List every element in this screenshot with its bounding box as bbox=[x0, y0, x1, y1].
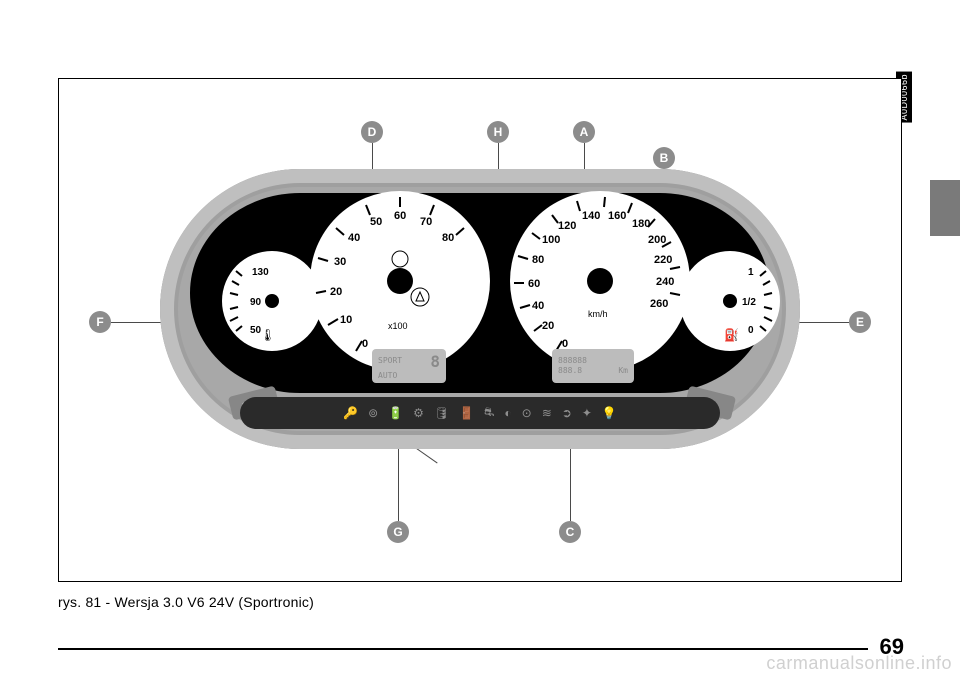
highbeam-icon: ➲ bbox=[562, 406, 572, 420]
odometer-display: 888888 888.8 Km bbox=[552, 349, 634, 383]
footer-rule bbox=[58, 648, 868, 650]
engine-icon: ⚙ bbox=[413, 406, 424, 420]
alfa-logo-icon bbox=[392, 251, 408, 267]
coolant-temp-gauge: 130 90 50 🌡 bbox=[222, 251, 322, 351]
spd-180: 180 bbox=[632, 218, 650, 230]
code-icon: 🔑 bbox=[343, 406, 358, 420]
fuel-gauge: 1 1/2 0 ⛽ bbox=[680, 251, 780, 351]
door-icon: 🚪 bbox=[459, 406, 474, 420]
spd-140: 140 bbox=[582, 210, 600, 222]
section-tab bbox=[930, 180, 960, 236]
odo-trip: 888.8 bbox=[558, 366, 582, 376]
callout-D: D bbox=[361, 121, 383, 143]
tach-60: 60 bbox=[394, 210, 406, 222]
temp-hub bbox=[265, 294, 279, 308]
callout-H: H bbox=[487, 121, 509, 143]
speedometer: 0 20 40 60 80 100 120 140 160 180 200 22… bbox=[510, 191, 690, 371]
fuel-hub bbox=[723, 294, 737, 308]
tach-20: 20 bbox=[330, 286, 342, 298]
figure-caption: rys. 81 - Wersja 3.0 V6 24V (Sportronic) bbox=[58, 594, 314, 610]
gear-display: SPORT 8 AUTO bbox=[372, 349, 446, 383]
odo-unit: Km bbox=[618, 366, 628, 376]
temp-tick-130: 130 bbox=[252, 267, 269, 278]
spd-120: 120 bbox=[558, 220, 576, 232]
callout-C: C bbox=[559, 521, 581, 543]
tach-40: 40 bbox=[348, 232, 360, 244]
abs-icon: ⊚ bbox=[368, 406, 378, 420]
airbag-icon: ◐ bbox=[504, 406, 511, 420]
fuel-tick-0: 0 bbox=[748, 325, 754, 336]
lcd-gear-digit: 8 bbox=[430, 352, 440, 371]
fuel-tick-half: 1/2 bbox=[742, 297, 756, 308]
spd-80: 80 bbox=[532, 254, 544, 266]
thermometer-icon: 🌡 bbox=[260, 328, 275, 342]
fuel-tick-1: 1 bbox=[748, 267, 754, 278]
spd-40: 40 bbox=[532, 300, 544, 312]
instrument-cluster: 130 90 50 🌡 bbox=[160, 169, 800, 469]
watermark: carmanualsonline.info bbox=[766, 653, 952, 674]
lcd-sport: SPORT bbox=[378, 356, 402, 366]
leader-F bbox=[111, 322, 167, 323]
manual-page: A0D0066b D H A B F E G C bbox=[0, 0, 960, 678]
oil-icon: 🛢 bbox=[434, 406, 449, 420]
battery-icon: 🔋 bbox=[388, 406, 403, 420]
tachometer: 0 10 20 30 40 50 60 70 80 x100 bbox=[310, 191, 490, 371]
spd-220: 220 bbox=[654, 254, 672, 266]
leader-E bbox=[793, 322, 849, 323]
bulb-icon: 💡 bbox=[602, 406, 617, 420]
figure-frame: D H A B F E G C bbox=[58, 78, 902, 582]
tach-80: 80 bbox=[442, 232, 454, 244]
tach-70: 70 bbox=[420, 216, 432, 228]
spd-200: 200 bbox=[648, 234, 666, 246]
sidelight-icon: ✦ bbox=[582, 406, 592, 420]
warning-lamp-strip: 🔑 ⊚ 🔋 ⚙ 🛢 🚪 ⛐ ◐ ⊙ ≋ ➲ ✦ 💡 bbox=[240, 397, 720, 429]
foglight-icon: ≋ bbox=[542, 406, 552, 420]
spd-unit: km/h bbox=[588, 309, 608, 319]
seatbelt-icon: ⛐ bbox=[484, 405, 494, 421]
odo-total: 888888 bbox=[558, 356, 587, 366]
tach-30: 30 bbox=[334, 256, 346, 268]
callout-B: B bbox=[653, 147, 675, 169]
spd-160: 160 bbox=[608, 210, 626, 222]
callout-F: F bbox=[89, 311, 111, 333]
callout-A: A bbox=[573, 121, 595, 143]
tach-0: 0 bbox=[362, 338, 368, 350]
lcd-auto: AUTO bbox=[378, 371, 397, 381]
callout-G: G bbox=[387, 521, 409, 543]
spd-240: 240 bbox=[656, 276, 674, 288]
brake-icon: ⊙ bbox=[522, 406, 532, 420]
fuel-pump-icon: ⛽ bbox=[724, 328, 739, 342]
tach-50: 50 bbox=[370, 216, 382, 228]
spd-60: 60 bbox=[528, 278, 540, 290]
spd-260: 260 bbox=[650, 298, 668, 310]
tach-10: 10 bbox=[340, 314, 352, 326]
callout-E: E bbox=[849, 311, 871, 333]
temp-tick-90: 90 bbox=[250, 297, 262, 308]
tach-unit: x100 bbox=[388, 321, 408, 331]
triangle-warning-icon bbox=[411, 288, 429, 306]
spd-100: 100 bbox=[542, 234, 560, 246]
spd-20: 20 bbox=[542, 320, 554, 332]
speedo-hub bbox=[587, 268, 613, 294]
tach-hub bbox=[387, 268, 413, 294]
